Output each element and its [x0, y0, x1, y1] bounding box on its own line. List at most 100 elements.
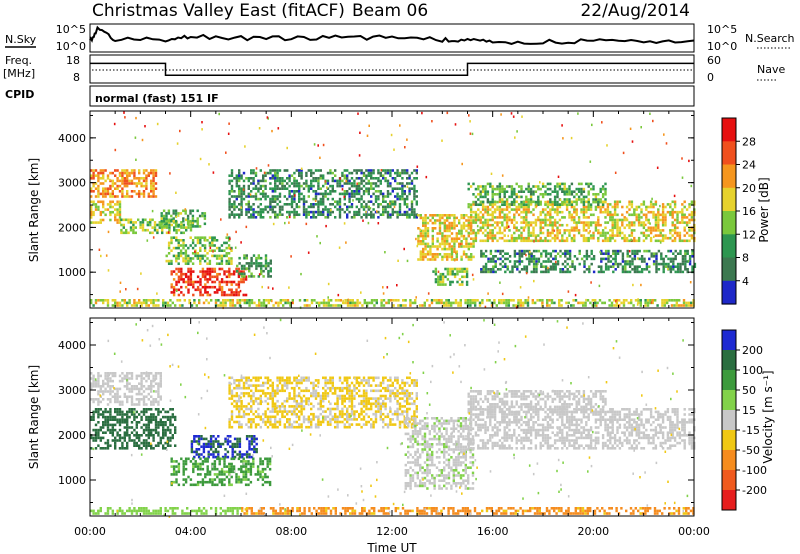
- range-gate-cell: [518, 270, 521, 274]
- range-gate-cell: [519, 299, 522, 302]
- range-gate-cell: [191, 262, 195, 265]
- range-gate-cell: [585, 223, 588, 227]
- range-gate-cell: [271, 210, 274, 214]
- range-gate-cell: [240, 197, 243, 201]
- range-gate-cell: [225, 236, 228, 239]
- range-gate-cell: [396, 216, 399, 219]
- range-gate-cell: [455, 251, 457, 255]
- range-gate-cell: [204, 270, 207, 273]
- range-gate-cell: [157, 423, 160, 427]
- range-gate-cell: [190, 450, 194, 454]
- range-gate-cell: [517, 236, 521, 240]
- range-gate-cell: [534, 301, 537, 305]
- range-gate-cell: [597, 270, 601, 274]
- range-gate-cell: [252, 182, 255, 185]
- range-gate-cell: [391, 190, 394, 193]
- range-gate-cell: [508, 260, 512, 263]
- range-gate-cell: [676, 231, 679, 235]
- range-gate-cell: [194, 462, 197, 466]
- range-gate-cell: [484, 265, 488, 268]
- range-gate-cell: [102, 390, 105, 393]
- range-gate-cell: [530, 255, 533, 258]
- range-gate-cell: [180, 272, 183, 276]
- range-gate-cell: [551, 231, 554, 235]
- range-gate-cell: [126, 377, 129, 380]
- range-gate-cell: [578, 252, 581, 255]
- range-gate-cell: [612, 249, 615, 253]
- range-gate-cell: [223, 270, 226, 273]
- range-gate-cell: [553, 218, 557, 222]
- range-gate-cell: [659, 204, 661, 208]
- power-data: [90, 111, 697, 310]
- range-gate-cell: [293, 177, 296, 180]
- range-gate-cell: [520, 268, 524, 271]
- range-gate-cell: [637, 298, 639, 301]
- range-gate-cell: [448, 242, 451, 246]
- range-gate-cell: [391, 210, 394, 214]
- range-gate-cell: [434, 278, 438, 281]
- range-gate-cell: [175, 239, 178, 242]
- range-gate-cell: [139, 226, 142, 229]
- range-gate-cell: [136, 287, 139, 291]
- range-gate-cell: [479, 221, 482, 224]
- range-gate-cell: [213, 270, 217, 273]
- range-gate-cell: [458, 229, 461, 233]
- range-gate-cell: [599, 234, 602, 237]
- range-gate-cell: [147, 423, 150, 427]
- range-gate-cell: [250, 182, 253, 185]
- range-gate-cell: [493, 236, 497, 240]
- range-gate-cell: [250, 169, 253, 172]
- range-gate-cell: [384, 210, 387, 214]
- range-gate-cell: [157, 400, 160, 404]
- range-gate-cell: [162, 444, 165, 447]
- range-gate-cell: [577, 190, 581, 193]
- range-gate-cell: [286, 210, 289, 214]
- range-gate-cell: [116, 195, 119, 198]
- range-gate-cell: [551, 208, 554, 211]
- range-gate-cell: [170, 283, 173, 286]
- range-gate-cell: [207, 455, 210, 459]
- range-gate-cell: [546, 210, 550, 214]
- range-gate-cell: [499, 268, 502, 271]
- range-gate-cell: [123, 413, 126, 416]
- range-gate-cell: [348, 182, 351, 185]
- range-gate-cell: [317, 182, 320, 185]
- range-gate-cell: [153, 223, 157, 227]
- range-gate-cell: [92, 221, 95, 224]
- range-gate-cell: [230, 190, 234, 193]
- range-gate-cell: [549, 208, 552, 211]
- range-gate-cell: [233, 190, 236, 193]
- range-gate-cell: [517, 213, 521, 217]
- range-gate-cell: [201, 478, 205, 481]
- range-gate-cell: [128, 382, 131, 385]
- range-gate-cell: [632, 304, 635, 307]
- range-gate-cell: [419, 214, 422, 217]
- range-gate-cell: [532, 213, 535, 217]
- range-gate-cell: [518, 252, 521, 255]
- range-gate-cell: [278, 169, 282, 172]
- range-gate-cell: [238, 208, 241, 211]
- range-gate-cell: [662, 270, 665, 274]
- range-gate-cell: [278, 213, 282, 216]
- range-gate-cell: [640, 268, 644, 271]
- range-gate-cell: [684, 265, 687, 268]
- range-gate-cell: [175, 215, 177, 218]
- range-gate-cell: [118, 395, 122, 398]
- range-gate-cell: [659, 213, 662, 217]
- range-gate-cell: [401, 192, 404, 196]
- range-gate-cell: [666, 236, 670, 240]
- range-gate-cell: [97, 385, 100, 388]
- range-gate-cell: [589, 230, 591, 233]
- range-gate-cell: [479, 190, 482, 193]
- range-gate-cell: [482, 268, 485, 271]
- range-gate-cell: [601, 121, 603, 124]
- range-gate-cell: [226, 450, 230, 454]
- range-gate-cell: [345, 241, 347, 244]
- range-gate-cell: [607, 265, 610, 268]
- range-gate-cell: [164, 441, 167, 445]
- range-gate-cell: [503, 208, 506, 211]
- range-gate-cell: [326, 182, 330, 185]
- range-gate-cell: [130, 400, 134, 404]
- range-gate-cell: [470, 219, 473, 222]
- range-gate-cell: [288, 213, 291, 216]
